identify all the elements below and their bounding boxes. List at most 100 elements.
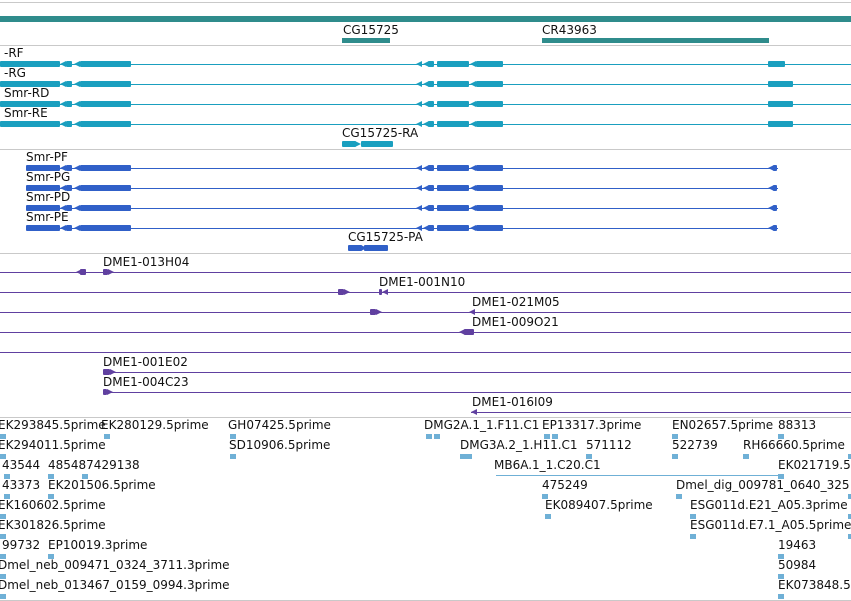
protein-label-smr-pe[interactable]: Smr-PE [26, 210, 69, 224]
transcript-exon[interactable] [437, 165, 469, 171]
est-glyph[interactable] [672, 454, 678, 459]
gene-bar-cr43963[interactable] [542, 38, 769, 43]
est-label[interactable]: EP10019.3prime [48, 538, 148, 552]
transcript-exon[interactable] [428, 101, 434, 107]
est-label[interactable]: 522739 [672, 438, 718, 452]
est-label[interactable]: EK294011.5prime [0, 438, 106, 452]
transcript-exon[interactable] [0, 81, 60, 87]
protein-label-smr-pf[interactable]: Smr-PF [26, 150, 68, 164]
transcript-exon[interactable] [773, 205, 777, 211]
est-label[interactable]: MB6A.1_1.C20.C1 [494, 458, 601, 472]
transcript-exon[interactable] [80, 165, 131, 171]
est-glyph[interactable] [460, 454, 466, 459]
transcript-exon[interactable] [80, 205, 131, 211]
est-glyph[interactable] [545, 514, 551, 519]
gene-bar-cg15725[interactable] [342, 38, 390, 43]
est-glyph[interactable] [0, 534, 6, 539]
est-glyph[interactable] [586, 454, 592, 459]
est-glyph[interactable] [676, 494, 682, 499]
transcript-exon[interactable] [428, 165, 434, 171]
region-gene-bar[interactable] [0, 16, 851, 22]
clone-label-dme1-001e02[interactable]: DME1-001E02 [103, 355, 188, 369]
transcript-exon[interactable] [342, 141, 356, 147]
est-glyph[interactable] [848, 454, 851, 459]
est-label[interactable]: 19463 [778, 538, 817, 552]
transcript-label-smr-rd[interactable]: Smr-RD [4, 86, 50, 100]
est-glyph[interactable] [466, 454, 472, 459]
transcript-exon[interactable] [476, 81, 503, 87]
transcript-exon[interactable] [338, 289, 344, 295]
est-glyph[interactable] [426, 434, 432, 439]
est-label[interactable]: 43544 [2, 458, 41, 472]
transcript-exon[interactable] [428, 121, 434, 127]
est-label[interactable]: RH66660.5prime [743, 438, 845, 452]
est-label[interactable]: EK021719.5 [778, 458, 851, 472]
est-label[interactable]: 43373 [2, 478, 41, 492]
transcript-exon[interactable] [0, 121, 60, 127]
est-glyph[interactable] [778, 434, 784, 439]
transcript-exon[interactable] [428, 61, 434, 67]
est-glyph[interactable] [743, 454, 749, 459]
transcript-exon[interactable] [103, 389, 107, 395]
transcript-exon[interactable] [66, 101, 72, 107]
est-label[interactable]: Dmel_neb_009471_0324_3711.3prime [0, 558, 230, 572]
transcript-exon[interactable] [66, 121, 72, 127]
transcript-exon[interactable] [476, 225, 503, 231]
est-label[interactable]: EK201506.5prime [48, 478, 156, 492]
transcript-exon[interactable] [0, 101, 60, 107]
clone-label-dme1-009o21[interactable]: DME1-009O21 [472, 315, 559, 329]
transcript-exon[interactable] [437, 81, 469, 87]
transcript-label-rf[interactable]: -RF [4, 46, 24, 60]
transcript-exon[interactable] [348, 245, 362, 251]
transcript-exon[interactable] [66, 165, 72, 171]
transcript-exon[interactable] [437, 61, 469, 67]
transcript-exon[interactable] [428, 185, 434, 191]
est-label[interactable]: ESG011d.E21_A05.3prime [690, 498, 848, 512]
est-glyph[interactable] [0, 574, 6, 579]
est-glyph[interactable] [230, 454, 236, 459]
transcript-exon[interactable] [428, 205, 434, 211]
est-glyph[interactable] [0, 594, 6, 599]
est-glyph[interactable] [0, 554, 6, 559]
transcript-exon[interactable] [66, 225, 72, 231]
transcript-exon[interactable] [773, 165, 777, 171]
transcript-exon[interactable] [768, 61, 785, 67]
est-label[interactable]: EK160602.5prime [0, 498, 106, 512]
est-glyph[interactable] [552, 434, 558, 439]
transcript-exon[interactable] [773, 225, 777, 231]
est-label[interactable]: EK280129.5prime [101, 418, 209, 432]
est-label[interactable]: EK293845.5prime [0, 418, 106, 432]
transcript-exon[interactable] [476, 185, 503, 191]
transcript-exon[interactable] [379, 289, 382, 295]
transcript-exon[interactable] [26, 205, 60, 211]
est-label[interactable]: 485487429138 [48, 458, 140, 472]
clone-label-dme1-004c23[interactable]: DME1-004C23 [103, 375, 189, 389]
est-glyph[interactable] [778, 474, 784, 479]
est-label[interactable]: EK073848.5 [778, 578, 851, 592]
transcript-exon[interactable] [437, 185, 469, 191]
transcript-exon[interactable] [437, 101, 469, 107]
transcript-exon[interactable] [437, 225, 469, 231]
transcript-exon[interactable] [437, 205, 469, 211]
est-glyph[interactable] [848, 494, 851, 499]
transcript-exon[interactable] [80, 61, 131, 67]
transcript-exon[interactable] [773, 185, 777, 191]
transcript-exon[interactable] [103, 369, 110, 375]
transcript-exon[interactable] [66, 205, 72, 211]
est-label[interactable]: Dmel_neb_013467_0159_0994.3prime [0, 578, 230, 592]
est-label[interactable]: 99732 [2, 538, 41, 552]
transcript-label-cg15725-ra[interactable]: CG15725-RA [342, 126, 419, 140]
est-label[interactable]: 88313 [778, 418, 817, 432]
est-label[interactable]: EK089407.5prime [545, 498, 653, 512]
est-glyph[interactable] [434, 434, 440, 439]
clone-label-dme1-016i09[interactable]: DME1-016I09 [472, 395, 553, 409]
transcript-exon[interactable] [80, 185, 131, 191]
est-label[interactable]: EK301826.5prime [0, 518, 106, 532]
est-label[interactable]: GH07425.5prime [228, 418, 331, 432]
transcript-exon[interactable] [26, 165, 60, 171]
transcript-exon[interactable] [476, 205, 503, 211]
gene-label-cg15725[interactable]: CG15725 [343, 23, 399, 37]
transcript-exon[interactable] [361, 141, 393, 147]
transcript-exon[interactable] [428, 225, 434, 231]
transcript-exon[interactable] [80, 225, 131, 231]
